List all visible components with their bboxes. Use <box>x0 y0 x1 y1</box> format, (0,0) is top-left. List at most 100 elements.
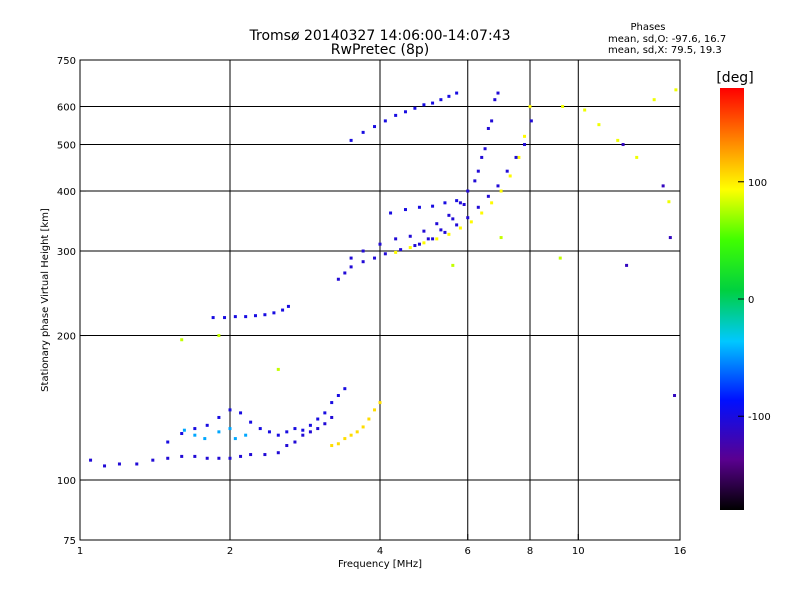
data-point <box>496 184 500 188</box>
data-point <box>276 367 280 371</box>
data-point <box>490 119 494 123</box>
data-point <box>451 217 455 221</box>
chart-title: Tromsø 20140327 14:06:00-14:07:43 <box>249 28 511 44</box>
data-point <box>117 462 121 466</box>
data-point <box>435 237 439 241</box>
data-point <box>466 216 470 220</box>
y-tick-label: 600 <box>57 103 76 114</box>
data-point <box>293 427 297 431</box>
data-point <box>517 155 521 159</box>
data-point <box>476 169 480 173</box>
data-point <box>217 334 221 338</box>
data-point <box>499 189 503 193</box>
data-point <box>668 236 672 240</box>
data-point <box>486 194 490 198</box>
data-point <box>228 408 232 412</box>
data-point <box>616 138 620 142</box>
colorbar-tick-label: 0 <box>748 295 754 306</box>
data-point <box>383 252 387 256</box>
data-point <box>394 250 398 254</box>
data-point <box>373 256 377 260</box>
colorbar-ticks: 100 0 -100 <box>738 178 771 423</box>
data-point <box>193 427 197 431</box>
data-point <box>233 315 237 319</box>
data-point <box>486 126 490 130</box>
x-tick-label: 16 <box>674 546 687 557</box>
data-point <box>180 432 184 436</box>
data-point <box>499 236 503 240</box>
data-point <box>228 456 232 460</box>
data-points <box>89 88 678 468</box>
data-point <box>373 125 377 129</box>
data-point <box>394 113 398 117</box>
data-point <box>378 242 382 246</box>
data-point <box>558 256 562 260</box>
data-point <box>667 200 671 204</box>
data-point <box>583 108 587 112</box>
data-point <box>355 430 359 434</box>
data-point <box>323 422 327 426</box>
data-point <box>166 440 170 444</box>
x-tick-label: 1 <box>77 546 83 557</box>
data-point <box>308 423 312 427</box>
grid-lines <box>80 60 680 540</box>
data-point <box>443 230 447 234</box>
data-point <box>205 456 209 460</box>
data-point <box>361 260 365 264</box>
data-point <box>239 454 243 458</box>
data-point <box>493 98 497 102</box>
x-axis-ticks: 1 2 4 6 8 10 16 <box>77 534 687 557</box>
data-point <box>205 423 209 427</box>
x-tick-label: 6 <box>465 546 471 557</box>
data-point <box>233 437 237 441</box>
data-point <box>443 201 447 205</box>
data-point <box>151 458 155 462</box>
data-point <box>674 88 678 92</box>
data-point <box>529 119 533 123</box>
data-point <box>480 211 484 215</box>
colorbar-label: [deg] <box>716 70 753 86</box>
data-point <box>217 456 221 460</box>
data-point <box>413 244 417 248</box>
x-tick-label: 10 <box>572 546 585 557</box>
data-point <box>223 316 227 320</box>
data-point <box>301 428 305 432</box>
data-point <box>281 308 285 312</box>
data-point <box>166 456 170 460</box>
data-point <box>417 205 421 209</box>
data-point <box>182 428 186 432</box>
data-point <box>483 147 487 151</box>
colorbar-tick-label: -100 <box>748 412 771 423</box>
data-point <box>451 263 455 267</box>
data-point <box>652 98 656 102</box>
data-point <box>349 433 353 437</box>
chart-subtitle: RwPretec (8p) <box>331 42 429 58</box>
y-axis-label: Stationary phase Virtual Height [km] <box>40 208 51 392</box>
y-tick-label: 75 <box>63 536 76 547</box>
data-point <box>505 169 509 173</box>
data-point <box>378 401 382 405</box>
data-point <box>276 433 280 437</box>
data-point <box>635 155 639 159</box>
stats-line-o: mean, sd,O: -97.6, 16.7 <box>608 34 726 45</box>
y-tick-label: 750 <box>57 56 76 67</box>
data-point <box>193 454 197 458</box>
data-point <box>349 256 353 260</box>
data-point <box>597 123 601 127</box>
data-point <box>367 417 371 421</box>
x-tick-label: 4 <box>377 546 383 557</box>
data-point <box>135 462 139 466</box>
data-point <box>343 437 347 441</box>
x-axis-label: Frequency [MHz] <box>338 559 422 570</box>
data-point <box>408 234 412 238</box>
data-point <box>228 427 232 431</box>
data-point <box>447 94 451 98</box>
data-point <box>458 201 462 205</box>
data-point <box>469 220 473 224</box>
data-point <box>435 222 439 226</box>
data-point <box>561 105 565 109</box>
data-point <box>239 411 243 415</box>
data-point <box>276 451 280 455</box>
data-point <box>625 263 629 267</box>
data-point <box>508 174 512 178</box>
